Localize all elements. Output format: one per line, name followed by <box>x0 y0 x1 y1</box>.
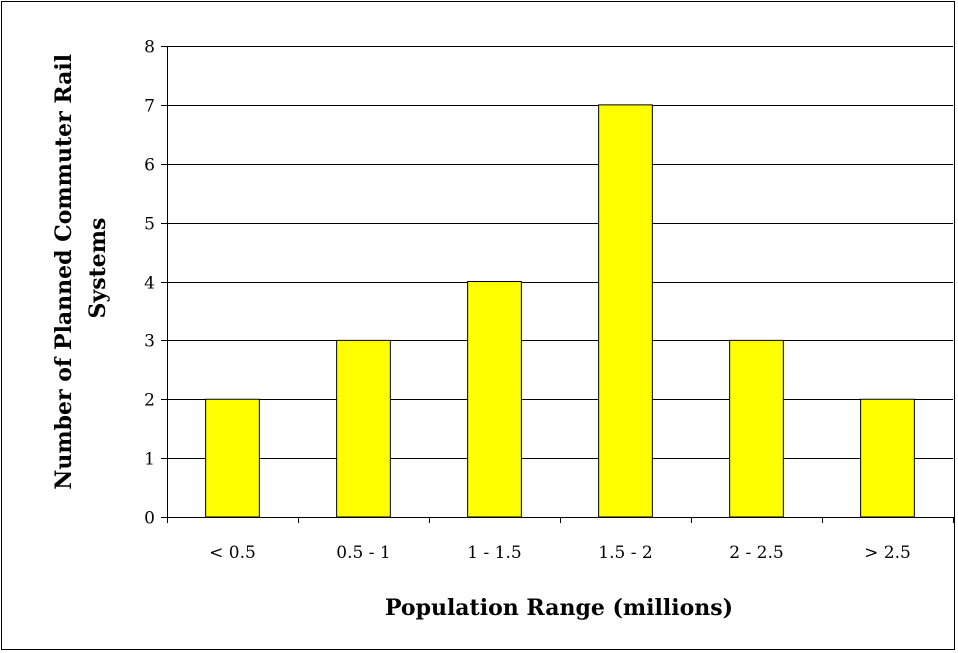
bar <box>598 104 653 518</box>
tick-labels: 0 1 2 3 4 5 6 7 8 < 0.5 0.5 - 1 1 - 1.5 1.5 - 2 2 - 2… <box>144 38 911 564</box>
x-tick-label: 1 - 1.5 <box>467 543 521 563</box>
x-tick-label: 1.5 - 2 <box>598 543 652 563</box>
y-tick-label: 7 <box>144 97 155 117</box>
y-tick-label: 6 <box>144 156 155 176</box>
y-tick-label: 2 <box>144 391 155 411</box>
y-tick-label: 8 <box>144 38 155 58</box>
x-tick-label: > 2.5 <box>864 543 911 563</box>
x-axis-title: Population Range (millions) <box>385 595 733 621</box>
y-tick-label: 3 <box>144 332 155 352</box>
bars <box>205 104 915 518</box>
bar <box>860 398 915 518</box>
y-axis-title-line-1: Number of Planned Commuter Rail <box>51 54 77 490</box>
y-axis-title-line-2: Systems <box>85 218 111 319</box>
y-tick-label: 4 <box>144 274 155 294</box>
bar <box>205 398 260 518</box>
y-tick-label: 1 <box>144 450 155 470</box>
bar <box>729 339 784 518</box>
y-tick-label: 0 <box>144 509 155 529</box>
bar <box>336 339 391 518</box>
x-tick-label: 0.5 - 1 <box>336 543 390 563</box>
y-tick-label: 5 <box>144 215 155 235</box>
bar <box>467 281 522 518</box>
axes <box>161 46 954 523</box>
gridlines <box>167 46 953 459</box>
x-tick-label: < 0.5 <box>209 543 256 563</box>
y-axis-title: Number of Planned Commuter Rail Systems <box>51 46 111 490</box>
x-tick-label: 2 - 2.5 <box>729 543 783 563</box>
